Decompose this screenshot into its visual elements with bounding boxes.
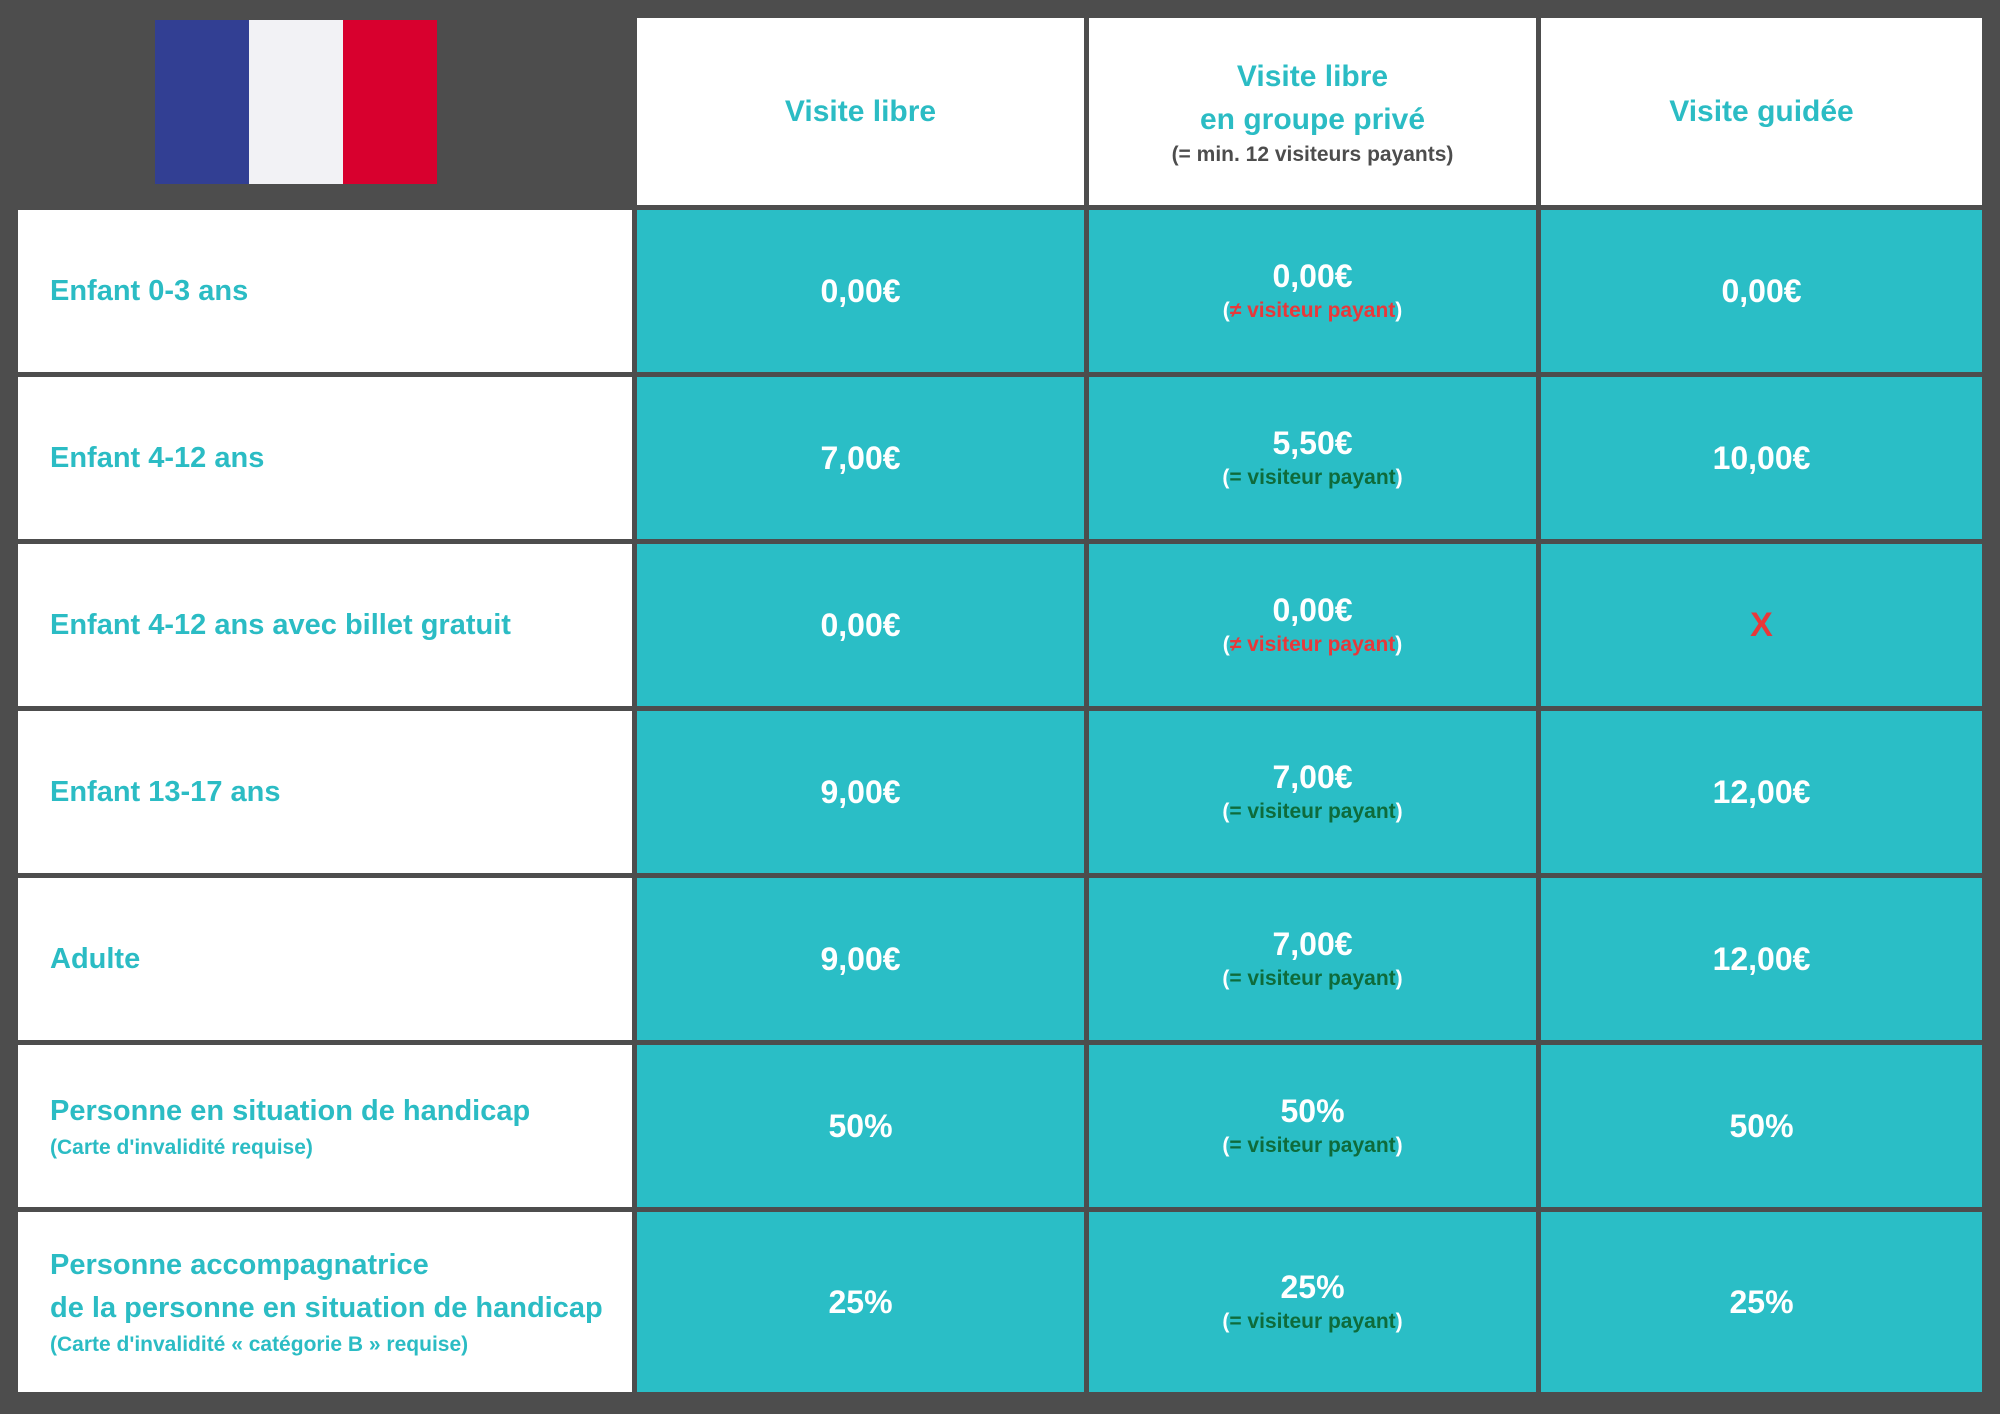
row-label-sub: (Carte d'invalidité requise) <box>50 1135 313 1159</box>
price-value: 50% <box>1729 1108 1794 1144</box>
price-value: 12,00€ <box>1712 774 1811 810</box>
row-label-line: de la personne en situation de handicap <box>50 1292 603 1324</box>
price-note-text: = visiteur payant <box>1229 1310 1396 1333</box>
row-label: Enfant 4-12 ans avec billet gratuit <box>18 544 632 706</box>
price-value: 0,00€ <box>1721 273 1802 309</box>
flag-white-stripe <box>249 20 343 184</box>
row-label: Personne en situation de handicap (Carte… <box>18 1045 632 1207</box>
flag-blue-stripe <box>155 20 249 184</box>
row-label: Enfant 13-17 ans <box>18 711 632 873</box>
price-value: 25% <box>1280 1269 1345 1305</box>
price-visite-guidee: 12,00€ <box>1541 878 1982 1040</box>
price-note: (= visiteur payant) <box>1222 466 1403 489</box>
price-note-text: ≠ visiteur payant <box>1229 299 1396 322</box>
header-note: (= min. 12 visiteurs payants) <box>1171 142 1454 166</box>
row-label-line: Personne accompagnatrice <box>50 1249 429 1281</box>
price-visite-libre: 9,00€ <box>637 711 1084 873</box>
row-label: Personne accompagnatrice de la personne … <box>18 1212 632 1392</box>
price-visite-libre: 0,00€ <box>637 544 1084 706</box>
price-visite-guidee: 0,00€ <box>1541 210 1982 372</box>
price-visite-libre: 50% <box>637 1045 1084 1207</box>
header-line: en groupe privé <box>1199 102 1426 136</box>
price-visite-libre: 0,00€ <box>637 210 1084 372</box>
flag-red-stripe <box>343 20 437 184</box>
price-value: 0,00€ <box>1272 592 1353 628</box>
row-label: Enfant 0-3 ans <box>18 210 632 372</box>
price-value: 0,00€ <box>820 273 901 309</box>
price-note-text: ≠ visiteur payant <box>1229 633 1396 656</box>
price-value: 7,00€ <box>1272 759 1353 795</box>
header-visite-libre: Visite libre <box>637 18 1084 205</box>
price-note: (≠ visiteur payant) <box>1222 299 1403 322</box>
header-line: Visite libre <box>1236 59 1389 93</box>
price-note: (≠ visiteur payant) <box>1222 633 1403 656</box>
price-visite-groupe: 50% (= visiteur payant) <box>1089 1045 1536 1207</box>
price-value: 10,00€ <box>1712 440 1811 476</box>
row-label-line: Enfant 4-12 ans <box>50 441 265 474</box>
price-visite-libre: 7,00€ <box>637 377 1084 539</box>
header-visite-guidee: Visite guidée <box>1541 18 1982 205</box>
price-value: 7,00€ <box>820 440 901 476</box>
price-note-text: = visiteur payant <box>1229 800 1396 823</box>
price-visite-guidee: X <box>1541 544 1982 706</box>
price-visite-libre: 25% <box>637 1212 1084 1392</box>
price-value: 25% <box>828 1284 893 1320</box>
french-flag-icon <box>155 20 437 184</box>
price-visite-guidee: 10,00€ <box>1541 377 1982 539</box>
not-available-mark: X <box>1750 606 1773 644</box>
header-visite-groupe: Visite libre en groupe privé (= min. 12 … <box>1089 18 1536 205</box>
price-note: (= visiteur payant) <box>1222 800 1403 823</box>
price-value: 9,00€ <box>820 941 901 977</box>
header-line: Visite guidée <box>1669 95 1854 128</box>
price-value: 0,00€ <box>820 607 901 643</box>
row-label-line: Enfant 0-3 ans <box>50 274 249 307</box>
price-visite-groupe: 25% (= visiteur payant) <box>1089 1212 1536 1392</box>
price-visite-guidee: 50% <box>1541 1045 1982 1207</box>
price-note: (= visiteur payant) <box>1222 1134 1403 1157</box>
price-value: 5,50€ <box>1272 425 1353 461</box>
row-label-line: Adulte <box>50 942 141 975</box>
row-label-line: Personne en situation de handicap <box>50 1094 531 1127</box>
price-visite-groupe: 7,00€ (= visiteur payant) <box>1089 711 1536 873</box>
price-value: 0,00€ <box>1272 258 1353 294</box>
price-visite-libre: 9,00€ <box>637 878 1084 1040</box>
price-value: 12,00€ <box>1712 941 1811 977</box>
price-value: 25% <box>1729 1284 1794 1320</box>
header-line: Visite libre <box>784 95 937 128</box>
price-value: 50% <box>828 1108 893 1144</box>
price-visite-groupe: 5,50€ (= visiteur payant) <box>1089 377 1536 539</box>
price-value: 7,00€ <box>1272 926 1353 962</box>
price-visite-guidee: 12,00€ <box>1541 711 1982 873</box>
row-label-line: Enfant 4-12 ans avec billet gratuit <box>50 608 511 641</box>
price-visite-groupe: 0,00€ (≠ visiteur payant) <box>1089 210 1536 372</box>
price-note-text: = visiteur payant <box>1229 466 1396 489</box>
row-label: Enfant 4-12 ans <box>18 377 632 539</box>
row-label: Adulte <box>18 878 632 1040</box>
price-visite-guidee: 25% <box>1541 1212 1982 1392</box>
price-note-text: = visiteur payant <box>1229 1134 1396 1157</box>
price-note: (= visiteur payant) <box>1222 967 1403 990</box>
row-label-sub: (Carte d'invalidité « catégorie B » requ… <box>50 1333 469 1356</box>
price-visite-groupe: 7,00€ (= visiteur payant) <box>1089 878 1536 1040</box>
price-value: 50% <box>1280 1093 1345 1129</box>
price-visite-groupe: 0,00€ (≠ visiteur payant) <box>1089 544 1536 706</box>
price-note-text: = visiteur payant <box>1229 967 1396 990</box>
row-label-line: Enfant 13-17 ans <box>50 775 281 808</box>
price-value: 9,00€ <box>820 774 901 810</box>
price-note: (= visiteur payant) <box>1222 1310 1403 1333</box>
